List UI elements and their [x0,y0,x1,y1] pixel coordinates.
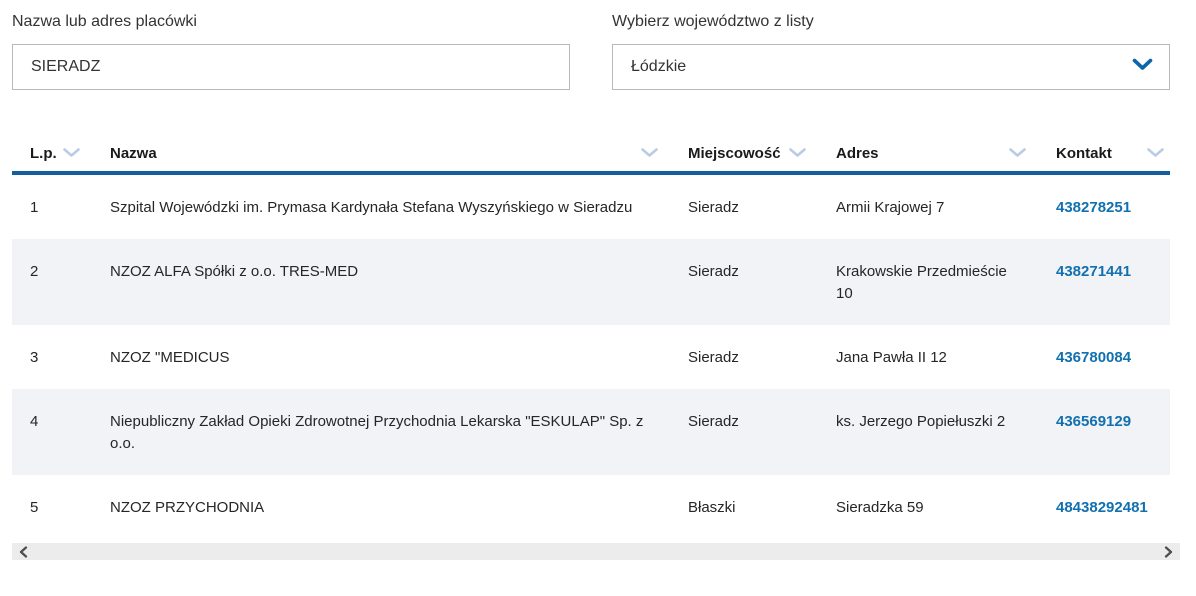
sort-chevron-icon[interactable] [789,148,806,158]
voivodeship-select[interactable]: Łódzkie [612,44,1170,90]
sort-chevron-icon[interactable] [1147,148,1164,158]
column-header-lp[interactable]: L.p. [30,145,80,162]
table-row: 2 NZOZ ALFA Spółki z o.o. TRES-MED Siera… [12,239,1170,325]
cell-adres: Sieradzka 59 [836,499,924,516]
phone-link[interactable]: 438271441 [1056,263,1132,280]
facility-name-label: Nazwa lub adres placówki [12,13,197,30]
column-header-label: Kontakt [1056,144,1112,162]
column-header-miejscowosc[interactable]: Miejscowość [688,145,806,162]
cell-kontakt: 438278251 [1056,197,1164,219]
column-header-label: L.p. [30,144,57,162]
table-header-row: L.p. Nazwa Miejscowość Adres Kontakt [12,135,1170,175]
phone-link[interactable]: 436780084 [1056,349,1132,366]
scroll-left-icon[interactable] [19,545,28,558]
table-row: 3 NZOZ "MEDICUS Sieradz Jana Pawła II 12… [12,325,1170,389]
filter-bar: Nazwa lub adres placówki Wybierz wojewód… [0,13,1196,90]
table-body: 1 Szpital Wojewódzki im. Prymasa Kardyna… [12,175,1170,539]
cell-nazwa: Niepubliczny Zakład Opieki Zdrowotnej Pr… [110,413,644,452]
voivodeship-label: Wybierz województwo z listy [612,13,814,30]
cell-nazwa: NZOZ ALFA Spółki z o.o. TRES-MED [110,263,359,280]
table-row: 5 NZOZ PRZYCHODNIA Błaszki Sieradzka 59 … [12,475,1170,539]
cell-nazwa: NZOZ "MEDICUS [110,349,230,366]
column-header-label: Nazwa [110,144,157,162]
cell-lp: 5 [30,499,39,516]
chevron-down-icon [1132,58,1153,76]
cell-kontakt: 436569129 [1056,411,1164,455]
cell-adres: Armii Krajowej 7 [836,199,945,216]
cell-adres: Krakowskie Przedmieście 10 [836,263,1007,302]
cell-lp: 2 [30,263,39,280]
sort-chevron-icon[interactable] [641,148,658,158]
cell-miejscowosc: Błaszki [688,499,736,516]
phone-link[interactable]: 436569129 [1056,413,1132,430]
table-row: 4 Niepubliczny Zakład Opieki Zdrowotnej … [12,389,1170,475]
cell-adres: ks. Jerzego Popiełuszki 2 [836,413,1006,430]
phone-link[interactable]: 438278251 [1056,199,1132,216]
cell-adres: Jana Pawła II 12 [836,349,947,366]
cell-miejscowosc: Sieradz [688,263,739,280]
voivodeship-filter: Wybierz województwo z listy Łódzkie [612,13,1170,90]
facility-name-input[interactable] [12,44,570,90]
cell-miejscowosc: Sieradz [688,413,739,430]
sort-chevron-icon[interactable] [63,148,80,158]
scroll-right-icon[interactable] [1164,545,1173,558]
cell-miejscowosc: Sieradz [688,349,739,366]
cell-nazwa: Szpital Wojewódzki im. Prymasa Kardynała… [110,199,633,216]
cell-lp: 3 [30,349,39,366]
facility-name-filter: Nazwa lub adres placówki [12,13,570,90]
cell-kontakt: 436780084 [1056,347,1164,369]
cell-lp: 4 [30,413,39,430]
facilities-table: L.p. Nazwa Miejscowość Adres Kontakt [12,135,1170,539]
sort-chevron-icon[interactable] [1009,148,1026,158]
column-header-nazwa[interactable]: Nazwa [110,145,658,162]
column-header-label: Miejscowość [688,144,781,162]
cell-miejscowosc: Sieradz [688,199,739,216]
cell-nazwa: NZOZ PRZYCHODNIA [110,499,265,516]
column-header-label: Adres [836,144,879,162]
horizontal-scrollbar[interactable] [12,543,1180,560]
phone-link[interactable]: 48438292481 [1056,499,1148,516]
table-row: 1 Szpital Wojewódzki im. Prymasa Kardyna… [12,175,1170,239]
column-header-adres[interactable]: Adres [836,145,1026,162]
cell-kontakt: 48438292481 [1056,497,1164,519]
cell-kontakt: 438271441 [1056,261,1164,305]
voivodeship-selected-value: Łódzkie [631,58,687,75]
column-header-kontakt[interactable]: Kontakt [1056,145,1164,162]
cell-lp: 1 [30,199,39,216]
